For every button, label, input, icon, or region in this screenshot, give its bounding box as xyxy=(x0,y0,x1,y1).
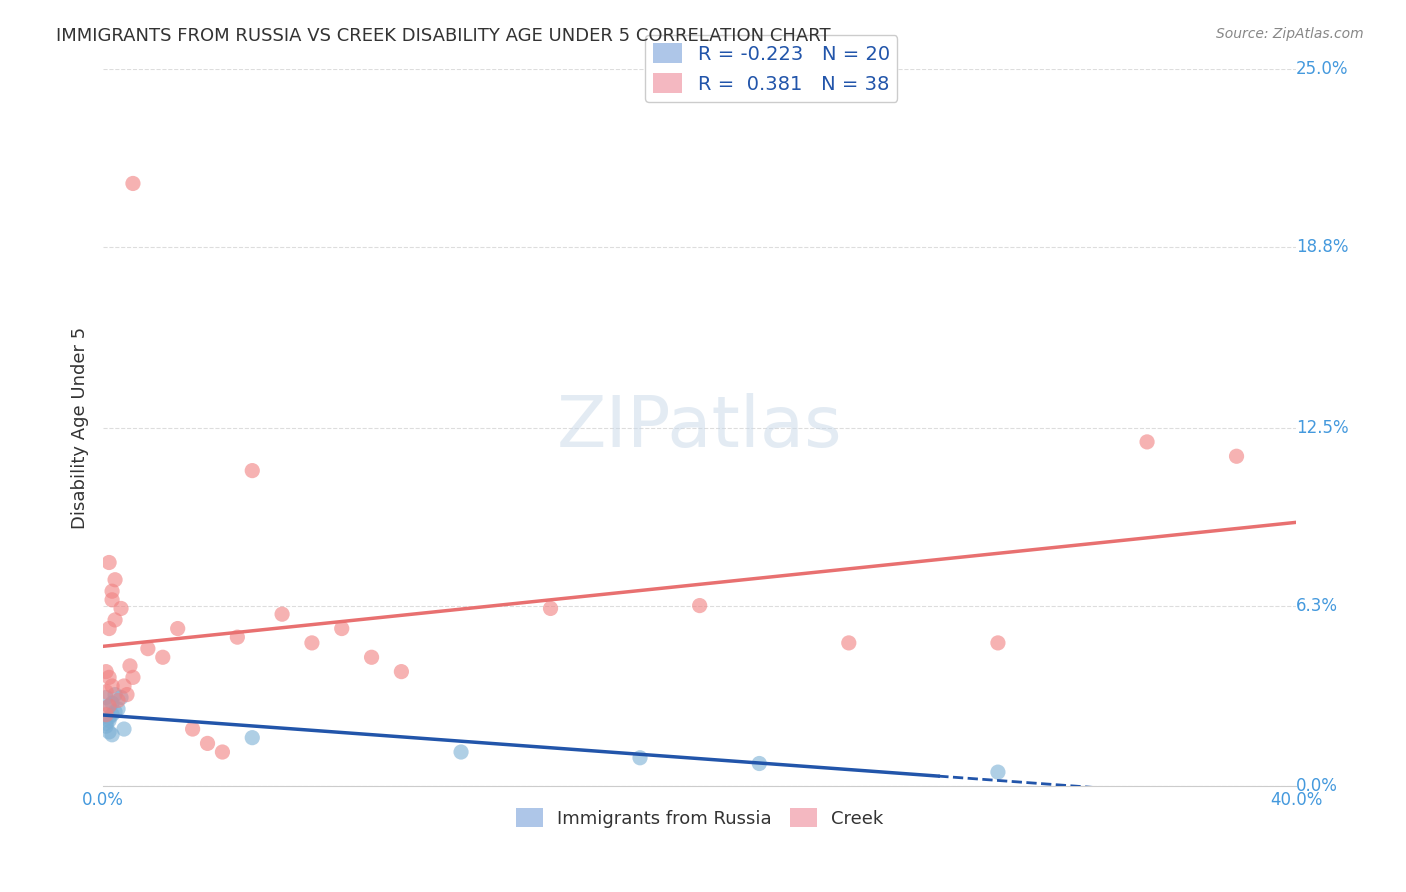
Point xyxy=(104,688,127,702)
Point xyxy=(104,705,127,719)
Point xyxy=(987,765,1010,780)
Point xyxy=(115,688,138,702)
Text: 12.5%: 12.5% xyxy=(1296,418,1348,436)
Point xyxy=(98,714,121,728)
Point xyxy=(240,731,263,745)
Point xyxy=(101,696,124,710)
Point xyxy=(240,464,263,478)
Point xyxy=(98,699,121,714)
Point xyxy=(94,716,117,731)
Point xyxy=(136,641,159,656)
Point xyxy=(118,658,141,673)
Point xyxy=(211,745,233,759)
Point xyxy=(101,728,124,742)
Point xyxy=(112,679,135,693)
Point xyxy=(330,622,353,636)
Point xyxy=(104,613,127,627)
Text: ZIPatlas: ZIPatlas xyxy=(557,393,842,462)
Point xyxy=(1225,449,1247,463)
Point xyxy=(748,756,770,771)
Point xyxy=(107,693,129,707)
Point xyxy=(98,670,121,684)
Text: 18.8%: 18.8% xyxy=(1296,237,1348,256)
Point xyxy=(104,573,127,587)
Point xyxy=(112,722,135,736)
Point xyxy=(540,601,562,615)
Point xyxy=(197,736,219,750)
Point xyxy=(101,679,124,693)
Point xyxy=(226,630,249,644)
Point xyxy=(152,650,174,665)
Point xyxy=(1136,434,1159,449)
Point xyxy=(166,622,188,636)
Point xyxy=(101,584,124,599)
Point xyxy=(94,707,117,722)
Point xyxy=(689,599,711,613)
Point xyxy=(360,650,382,665)
Point xyxy=(301,636,323,650)
Point xyxy=(122,670,145,684)
Point xyxy=(98,710,121,724)
Legend: Immigrants from Russia, Creek: Immigrants from Russia, Creek xyxy=(509,801,891,835)
Point xyxy=(122,177,145,191)
Point xyxy=(838,636,860,650)
Text: 6.3%: 6.3% xyxy=(1296,597,1339,615)
Point xyxy=(271,607,294,622)
Point xyxy=(94,684,117,698)
Point xyxy=(181,722,204,736)
Point xyxy=(987,636,1010,650)
Point xyxy=(94,719,117,733)
Point xyxy=(101,707,124,722)
Point xyxy=(94,665,117,679)
Point xyxy=(107,702,129,716)
Point xyxy=(389,665,412,679)
Text: IMMIGRANTS FROM RUSSIA VS CREEK DISABILITY AGE UNDER 5 CORRELATION CHART: IMMIGRANTS FROM RUSSIA VS CREEK DISABILI… xyxy=(56,27,831,45)
Point xyxy=(98,725,121,739)
Text: 0.0%: 0.0% xyxy=(1296,778,1339,796)
Text: 25.0%: 25.0% xyxy=(1296,60,1348,78)
Point xyxy=(98,699,121,714)
Y-axis label: Disability Age Under 5: Disability Age Under 5 xyxy=(72,326,89,529)
Point xyxy=(101,592,124,607)
Point xyxy=(110,690,132,705)
Text: Source: ZipAtlas.com: Source: ZipAtlas.com xyxy=(1216,27,1364,41)
Point xyxy=(98,622,121,636)
Point xyxy=(94,690,117,705)
Point xyxy=(450,745,472,759)
Point xyxy=(98,556,121,570)
Point xyxy=(628,751,651,765)
Point xyxy=(110,601,132,615)
